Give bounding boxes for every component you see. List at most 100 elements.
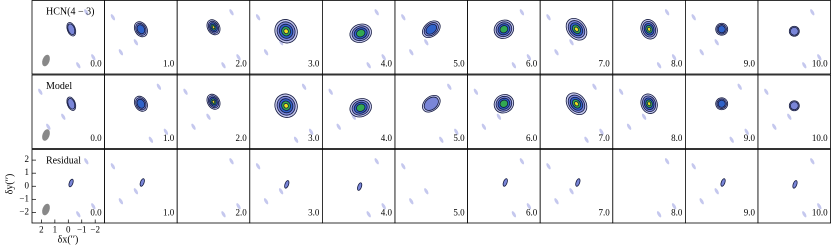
x-axis-label: δx(′′) xyxy=(58,234,79,245)
channel-label: 4.0 xyxy=(381,133,393,143)
noise-speck xyxy=(787,113,792,120)
noise-speck xyxy=(439,136,444,143)
contour xyxy=(355,29,366,38)
noise-speck xyxy=(424,39,429,46)
panel: 1.0 xyxy=(104,149,178,224)
contour xyxy=(67,97,76,110)
panel: 5.0 xyxy=(394,149,468,224)
noise-speck xyxy=(381,203,386,210)
contour xyxy=(425,23,438,35)
panel: 1.0 xyxy=(104,74,178,149)
channel-label: 5.0 xyxy=(453,208,465,218)
contour xyxy=(717,25,726,34)
noise-speck xyxy=(84,9,89,16)
noise-speck xyxy=(546,163,551,170)
noise-speck xyxy=(301,83,307,90)
noise-speck xyxy=(221,211,226,218)
noise-speck xyxy=(183,88,188,95)
noise-speck xyxy=(229,158,234,165)
noise-speck xyxy=(656,211,662,218)
contour xyxy=(574,26,579,32)
channel-label: 4.0 xyxy=(381,59,393,69)
residual-contour xyxy=(68,178,74,188)
noise-speck xyxy=(263,49,269,56)
noise-speck xyxy=(366,62,371,69)
residual-contour xyxy=(502,178,508,187)
noise-speck xyxy=(424,188,429,195)
residual-contour xyxy=(139,178,145,187)
noise-speck xyxy=(61,113,66,120)
noise-speck xyxy=(810,158,815,165)
panel: 9.0 xyxy=(685,149,759,224)
y-axis-label: δy(′′) xyxy=(4,174,15,195)
noise-speck xyxy=(626,123,632,130)
panel: 1.0 xyxy=(104,0,178,75)
noise-speck xyxy=(148,136,154,143)
x-tick-label: 0 xyxy=(66,225,71,235)
channel-label: 0.0 xyxy=(90,208,102,218)
noise-speck xyxy=(584,136,589,143)
panel-frame xyxy=(176,74,251,149)
residual-contour xyxy=(792,180,798,189)
panel-frame xyxy=(176,149,251,224)
contour xyxy=(423,96,439,111)
contour xyxy=(283,28,289,35)
noise-speck xyxy=(336,123,341,130)
noise-speck xyxy=(618,88,624,95)
noise-speck xyxy=(454,128,459,135)
noise-speck xyxy=(401,14,406,21)
contour xyxy=(499,25,509,34)
panel: 4.0 xyxy=(321,74,396,149)
noise-speck xyxy=(802,211,807,218)
noise-speck xyxy=(569,39,574,46)
channel-label: 10.0 xyxy=(812,59,828,69)
panel: 0.0 xyxy=(31,74,105,149)
noise-speck xyxy=(519,9,525,16)
noise-speck xyxy=(229,9,234,16)
y-tick-label: −2 xyxy=(19,206,29,216)
noise-speck xyxy=(699,198,704,205)
channel-label: 9.0 xyxy=(744,59,756,69)
noise-speck xyxy=(293,136,299,143)
beam xyxy=(42,54,50,67)
noise-speck xyxy=(206,113,211,120)
panel: 5.0 xyxy=(394,74,468,149)
noise-speck xyxy=(714,188,719,195)
channel-label: 9.0 xyxy=(744,208,756,218)
panel-frame xyxy=(176,0,251,75)
noise-speck xyxy=(91,54,96,61)
noise-speck xyxy=(133,188,139,195)
row-label: HCN(4 − 3) xyxy=(46,6,94,17)
noise-speck xyxy=(447,83,452,90)
noise-speck xyxy=(374,158,379,165)
noise-speck xyxy=(671,203,677,210)
panel: 9.0 xyxy=(685,74,759,149)
noise-speck xyxy=(401,163,406,170)
panel: 4.0 xyxy=(321,149,396,224)
panel: 0.0 xyxy=(31,0,105,75)
noise-speck xyxy=(409,198,414,205)
noise-speck xyxy=(772,123,777,130)
noise-speck xyxy=(191,123,196,130)
residual-contour xyxy=(357,182,363,191)
noise-speck xyxy=(308,128,314,135)
noise-speck xyxy=(409,49,414,56)
contour xyxy=(136,24,146,35)
noise-speck xyxy=(569,188,574,195)
noise-speck xyxy=(526,203,532,210)
panel: 8.0 xyxy=(612,74,686,149)
noise-speck xyxy=(110,163,116,170)
panel: 7.0 xyxy=(539,0,614,75)
channel-label: 2.0 xyxy=(236,59,248,69)
noise-speck xyxy=(278,188,284,195)
channel-label: 2.0 xyxy=(236,133,248,143)
noise-speck xyxy=(255,14,261,21)
contour xyxy=(136,98,146,109)
panel-frame xyxy=(104,0,178,75)
noise-speck xyxy=(46,123,51,130)
noise-speck xyxy=(802,62,807,69)
noise-speck xyxy=(366,211,371,218)
panel: 3.0 xyxy=(249,149,323,224)
panel: 2.0 xyxy=(176,149,251,224)
